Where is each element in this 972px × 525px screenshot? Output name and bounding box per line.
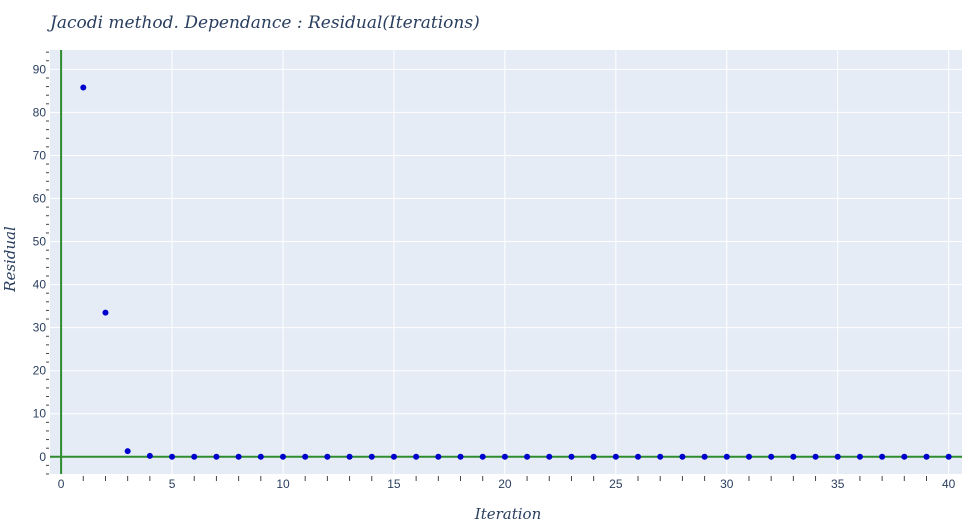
data-point — [80, 84, 87, 91]
data-point — [568, 453, 575, 460]
y-axis-title: Residual — [1, 226, 19, 293]
data-point — [923, 453, 930, 460]
x-tick-label: 5 — [169, 477, 176, 491]
data-point — [612, 453, 619, 460]
y-axis-ticks: 0 10 20 30 40 50 60 70 80 90 — [33, 51, 49, 475]
data-point — [279, 453, 286, 460]
y-tick-label: 0 — [39, 450, 46, 464]
x-tick-label: 25 — [609, 477, 623, 491]
data-points — [80, 84, 952, 460]
data-point — [479, 453, 486, 460]
data-point — [146, 452, 153, 459]
data-point — [368, 453, 375, 460]
data-point — [435, 453, 442, 460]
x-tick-label: 35 — [831, 477, 845, 491]
data-point — [745, 453, 752, 460]
x-axis-ticks: 0 5 10 15 20 25 30 35 40 — [58, 476, 956, 491]
y-tick-label: 60 — [33, 192, 47, 206]
x-axis-title: Iteration — [474, 505, 541, 523]
data-point — [812, 453, 819, 460]
x-tick-label: 20 — [498, 477, 512, 491]
data-point — [390, 453, 397, 460]
data-point — [701, 453, 708, 460]
data-point — [413, 453, 420, 460]
data-point — [834, 453, 841, 460]
data-point — [790, 453, 797, 460]
y-tick-label: 20 — [33, 364, 47, 378]
data-point — [879, 453, 886, 460]
x-tick-label: 10 — [276, 477, 290, 491]
data-point — [346, 453, 353, 460]
data-point — [213, 453, 220, 460]
data-point — [901, 453, 908, 460]
data-point — [457, 453, 464, 460]
x-tick-label: 0 — [58, 477, 65, 491]
data-point — [124, 448, 131, 455]
data-point — [169, 453, 176, 460]
y-tick-label: 70 — [33, 148, 47, 162]
y-tick-label: 10 — [33, 407, 47, 421]
data-point — [257, 453, 264, 460]
data-point — [856, 453, 863, 460]
data-point — [302, 453, 309, 460]
data-point — [590, 453, 597, 460]
plot-area — [50, 50, 962, 474]
data-point — [191, 453, 198, 460]
y-tick-label: 50 — [33, 235, 47, 249]
y-tick-label: 90 — [33, 62, 47, 76]
data-point — [501, 453, 508, 460]
grid-lines — [50, 50, 962, 474]
chart-title: Jacodi method. Dependance : Residual(Ite… — [47, 13, 480, 33]
data-point — [324, 453, 331, 460]
x-tick-label: 40 — [942, 477, 956, 491]
y-tick-label: 30 — [33, 321, 47, 335]
data-point — [679, 453, 686, 460]
data-point — [524, 453, 531, 460]
data-point — [657, 453, 664, 460]
data-point — [768, 453, 775, 460]
y-tick-label: 40 — [33, 278, 47, 292]
data-point — [635, 453, 642, 460]
data-point — [546, 453, 553, 460]
data-point — [945, 453, 952, 460]
x-tick-label: 15 — [387, 477, 401, 491]
x-tick-label: 30 — [720, 477, 734, 491]
data-point — [235, 453, 242, 460]
data-point — [723, 453, 730, 460]
y-tick-label: 80 — [33, 105, 47, 119]
data-point — [102, 309, 109, 316]
